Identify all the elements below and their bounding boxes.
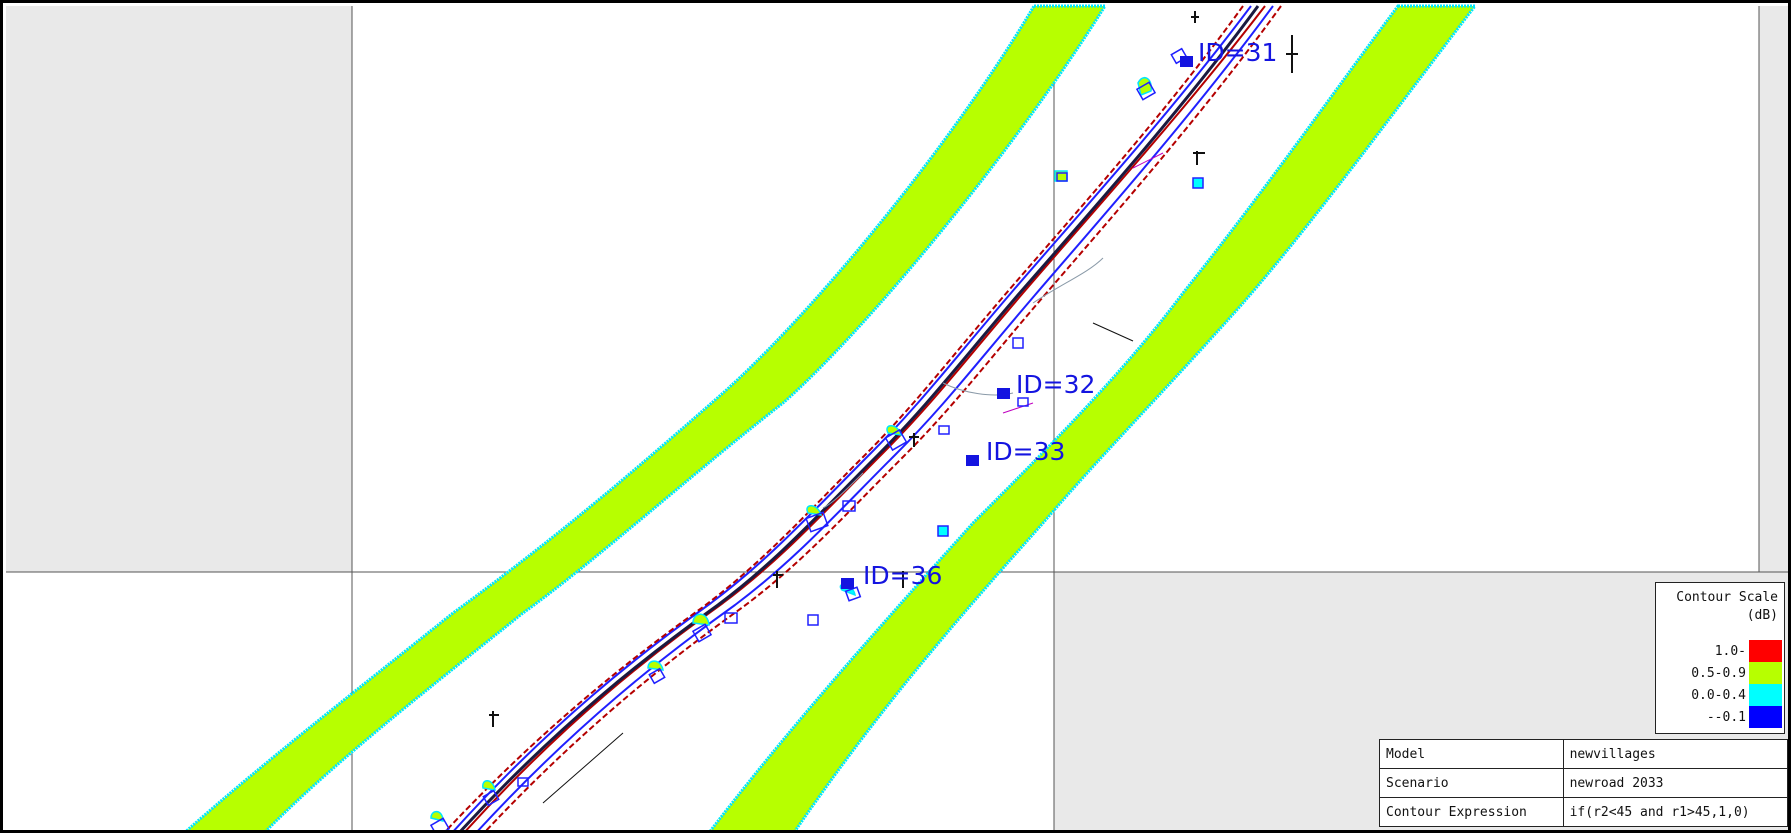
receptor-label[interactable]: ID=33 (986, 437, 1066, 466)
outside-area-right (1759, 6, 1788, 572)
legend-swatch (1749, 684, 1782, 706)
info-key: Model (1379, 739, 1564, 769)
info-value: newroad 2033 (1562, 768, 1788, 798)
outside-area-top-left (6, 6, 352, 572)
receptor-label[interactable]: ID=36 (863, 561, 943, 590)
receptor-point-33 (966, 455, 979, 466)
receptor-point-32 (997, 388, 1010, 399)
receptor-label[interactable]: ID=31 (1198, 38, 1278, 67)
info-row-model: Model newvillages (1379, 739, 1788, 769)
receptor-point-36 (841, 578, 854, 589)
map-canvas[interactable] (3, 3, 1791, 833)
legend-swatch (1749, 640, 1782, 662)
info-value: if(r2<45 and r1>45,1,0) (1562, 797, 1788, 827)
legend-title: Contour Scale (dB) (1676, 590, 1778, 623)
receptor-point-31 (1180, 56, 1193, 67)
legend-item: 1.0- (1715, 640, 1782, 662)
contour-band-left (185, 4, 1108, 830)
contour-scale-legend: Contour Scale (dB) 1.0- 0.5-0.9 0.0-0.4 … (1655, 582, 1785, 734)
legend-item-label: 0.0-0.4 (1691, 687, 1746, 703)
info-key: Contour Expression (1379, 797, 1564, 827)
info-row-scenario: Scenario newroad 2033 (1379, 768, 1788, 798)
legend-swatch (1749, 662, 1782, 684)
legend-item: --0.1 (1707, 706, 1782, 728)
info-value: newvillages (1562, 739, 1788, 769)
road-corridor (445, 5, 1282, 830)
receptor-label[interactable]: ID=32 (1016, 370, 1096, 399)
model-info-table: Model newvillages Scenario newroad 2033 … (1379, 739, 1788, 827)
receptor-points (841, 56, 1193, 589)
legend-swatch (1749, 706, 1782, 728)
contour-band-right (709, 4, 1479, 830)
legend-item-label: 0.5-0.9 (1691, 665, 1746, 681)
buildings (429, 47, 1204, 830)
map-markers (489, 11, 1298, 727)
legend-item-label: --0.1 (1706, 709, 1746, 725)
legend-item: 0.0-0.4 (1691, 684, 1782, 706)
legend-item: 0.5-0.9 (1691, 662, 1782, 684)
legend-item-label: 1.0- (1714, 643, 1746, 659)
info-key: Scenario (1379, 768, 1564, 798)
info-row-expression: Contour Expression if(r2<45 and r1>45,1,… (1379, 797, 1788, 827)
